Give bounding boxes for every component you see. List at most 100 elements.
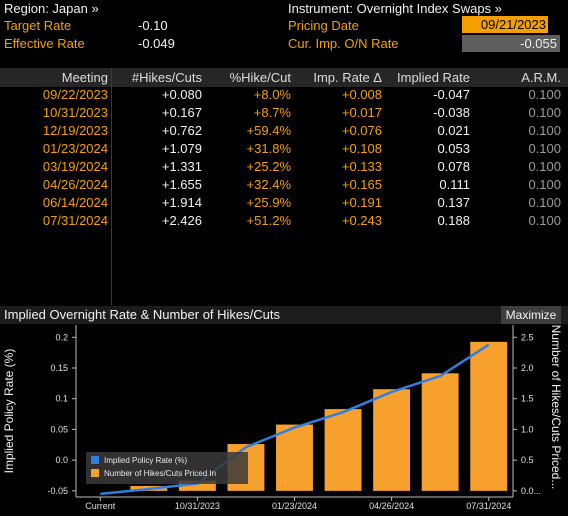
table-row[interactable]: 07/31/2024 +2.426 +51.2% +0.243 0.188 0.100 xyxy=(0,213,568,231)
target-rate-value: -0.10 xyxy=(138,18,168,33)
cell-implied-rate: 0.078 xyxy=(437,159,470,174)
left-tick-label: 0.05 xyxy=(50,424,68,434)
cell-imp-rate-delta: +0.133 xyxy=(341,159,382,174)
left-tick-label: 0.0 xyxy=(55,455,68,465)
table-row[interactable]: 09/22/2023 +0.080 +8.0% +0.008 -0.047 0.100 xyxy=(0,87,568,105)
col-implied-rate[interactable]: Implied Rate xyxy=(397,70,470,85)
pricing-date-input[interactable]: 09/21/2023 xyxy=(462,16,548,33)
cell-imp-rate-delta: +0.191 xyxy=(341,195,382,210)
left-tick-label: 0.2 xyxy=(55,332,68,342)
table-row[interactable]: 04/26/2024 +1.655 +32.4% +0.165 0.111 0.100 xyxy=(0,177,568,195)
col-hikes-cuts[interactable]: #Hikes/Cuts xyxy=(131,70,202,85)
cell-meeting: 12/19/2023 xyxy=(42,123,108,138)
left-tick-label: -0.05 xyxy=(47,486,68,496)
cell-hikes-cuts: +1.331 xyxy=(161,159,202,174)
table-row[interactable]: 06/14/2024 +1.914 +25.9% +0.191 0.137 0.100 xyxy=(0,195,568,213)
x-tick-label: 07/31/2024 xyxy=(466,501,511,511)
cell-arm: 0.100 xyxy=(528,141,561,156)
bar xyxy=(178,480,216,491)
cell-imp-rate-delta: +0.108 xyxy=(341,141,382,156)
cell-arm: 0.100 xyxy=(528,159,561,174)
implied-rate-line xyxy=(100,343,490,496)
cell-meeting: 04/26/2024 xyxy=(42,177,108,192)
x-tick-label: 04/26/2024 xyxy=(369,501,414,511)
left-tick-label: 0.1 xyxy=(55,394,68,404)
region-selector[interactable]: Region: Japan » xyxy=(4,1,99,16)
cell-hikes-cuts: +0.762 xyxy=(161,123,202,138)
cell-imp-rate-delta: +0.243 xyxy=(341,213,382,228)
cell-implied-rate: 0.053 xyxy=(437,141,470,156)
col-meeting[interactable]: Meeting xyxy=(61,70,108,85)
effective-rate-label: Effective Rate xyxy=(4,36,85,51)
cell-imp-rate-delta: +0.017 xyxy=(341,105,382,120)
target-rate-label: Target Rate xyxy=(4,18,72,33)
cell-arm: 0.100 xyxy=(528,177,561,192)
right-tick-label: 2.0 xyxy=(521,363,534,373)
cell-pct-hike-cut: +31.8% xyxy=(246,141,291,156)
cell-imp-rate-delta: +0.076 xyxy=(341,123,382,138)
left-axis-label: Implied Policy Rate (%) xyxy=(2,349,16,474)
x-tick-label: 10/31/2023 xyxy=(175,501,220,511)
cell-hikes-cuts: +2.426 xyxy=(161,213,202,228)
cell-implied-rate: 0.111 xyxy=(439,177,470,192)
table-row[interactable]: 01/23/2024 +1.079 +31.8% +0.108 0.053 0.100 xyxy=(0,141,568,159)
cell-meeting: 07/31/2024 xyxy=(42,213,108,228)
maximize-button[interactable]: Maximize xyxy=(501,306,561,324)
right-tick-label: 2.5 xyxy=(521,332,534,342)
legend-box xyxy=(86,452,248,484)
implied-rate-chart: 0.2 0.15 0.1 0.05 0.0 -0.05 2.5 2.0 1.5 1.0 0.5 0.0… xyxy=(2,325,563,511)
table-header: Meeting #Hikes/Cuts %Hike/Cut Imp. Rate … xyxy=(0,68,568,87)
effective-rate-value: -0.049 xyxy=(138,36,175,51)
cur-imp-rate-value: -0.055 xyxy=(462,35,560,52)
right-tick-label: 0.5 xyxy=(521,455,534,465)
cell-imp-rate-delta: +0.008 xyxy=(341,87,382,102)
cell-implied-rate: -0.047 xyxy=(433,87,470,102)
cell-hikes-cuts: +0.167 xyxy=(161,105,202,120)
cell-meeting: 01/23/2024 xyxy=(42,141,108,156)
cell-pct-hike-cut: +25.2% xyxy=(246,159,291,174)
cur-imp-rate-label: Cur. Imp. O/N Rate xyxy=(288,36,399,51)
col-pct-hike-cut[interactable]: %Hike/Cut xyxy=(229,70,291,85)
cell-hikes-cuts: +1.655 xyxy=(161,177,202,192)
chart-title: Implied Overnight Rate & Number of Hikes… xyxy=(4,307,280,322)
bar xyxy=(470,341,508,491)
col-arm[interactable]: A.R.M. xyxy=(521,70,561,85)
cell-pct-hike-cut: +25.9% xyxy=(246,195,291,210)
cell-arm: 0.100 xyxy=(528,87,561,102)
right-tick-label: 1.0 xyxy=(521,424,534,434)
x-tick-label: 01/23/2024 xyxy=(272,501,317,511)
chart-header: Implied Overnight Rate & Number of Hikes… xyxy=(0,306,568,324)
pricing-date-label: Pricing Date xyxy=(288,18,359,33)
cell-meeting: 10/31/2023 xyxy=(42,105,108,120)
cell-implied-rate: 0.021 xyxy=(437,123,470,138)
cell-pct-hike-cut: +51.2% xyxy=(246,213,291,228)
legend-swatch-rate xyxy=(91,456,99,464)
table-row[interactable]: 03/19/2024 +1.331 +25.2% +0.133 0.078 0.100 xyxy=(0,159,568,177)
left-tick-label: 0.15 xyxy=(50,363,68,373)
table-row[interactable]: 12/19/2023 +0.762 +59.4% +0.076 0.021 0.100 xyxy=(0,123,568,141)
right-tick-label: 1.5 xyxy=(521,394,534,404)
cell-arm: 0.100 xyxy=(528,123,561,138)
cell-hikes-cuts: +1.914 xyxy=(161,195,202,210)
cell-meeting: 06/14/2024 xyxy=(42,195,108,210)
cell-imp-rate-delta: +0.165 xyxy=(341,177,382,192)
cell-hikes-cuts: +0.080 xyxy=(161,87,202,102)
meetings-table: Meeting #Hikes/Cuts %Hike/Cut Imp. Rate … xyxy=(0,68,568,305)
bar xyxy=(373,389,411,491)
table-row[interactable]: 10/31/2023 +0.167 +8.7% +0.017 -0.038 0.100 xyxy=(0,105,568,123)
bar xyxy=(324,409,362,491)
cell-pct-hike-cut: +8.0% xyxy=(253,87,291,102)
x-tick-label: Current xyxy=(85,501,116,511)
col-imp-rate-delta[interactable]: Imp. Rate Δ xyxy=(313,70,382,85)
cell-pct-hike-cut: +8.7% xyxy=(253,105,291,120)
right-axis-label: Number of Hikes/Cuts Priced... xyxy=(549,325,563,490)
cell-implied-rate: 0.188 xyxy=(437,213,470,228)
cell-implied-rate: -0.038 xyxy=(433,105,470,120)
cell-hikes-cuts: +1.079 xyxy=(161,141,202,156)
column-divider xyxy=(111,68,112,305)
legend-swatch-hikes xyxy=(91,469,99,477)
legend-label-rate: Implied Policy Rate (%) xyxy=(104,456,187,465)
cell-arm: 0.100 xyxy=(528,105,561,120)
cell-pct-hike-cut: +32.4% xyxy=(246,177,291,192)
instrument-selector[interactable]: Instrument: Overnight Index Swaps » xyxy=(288,1,502,16)
